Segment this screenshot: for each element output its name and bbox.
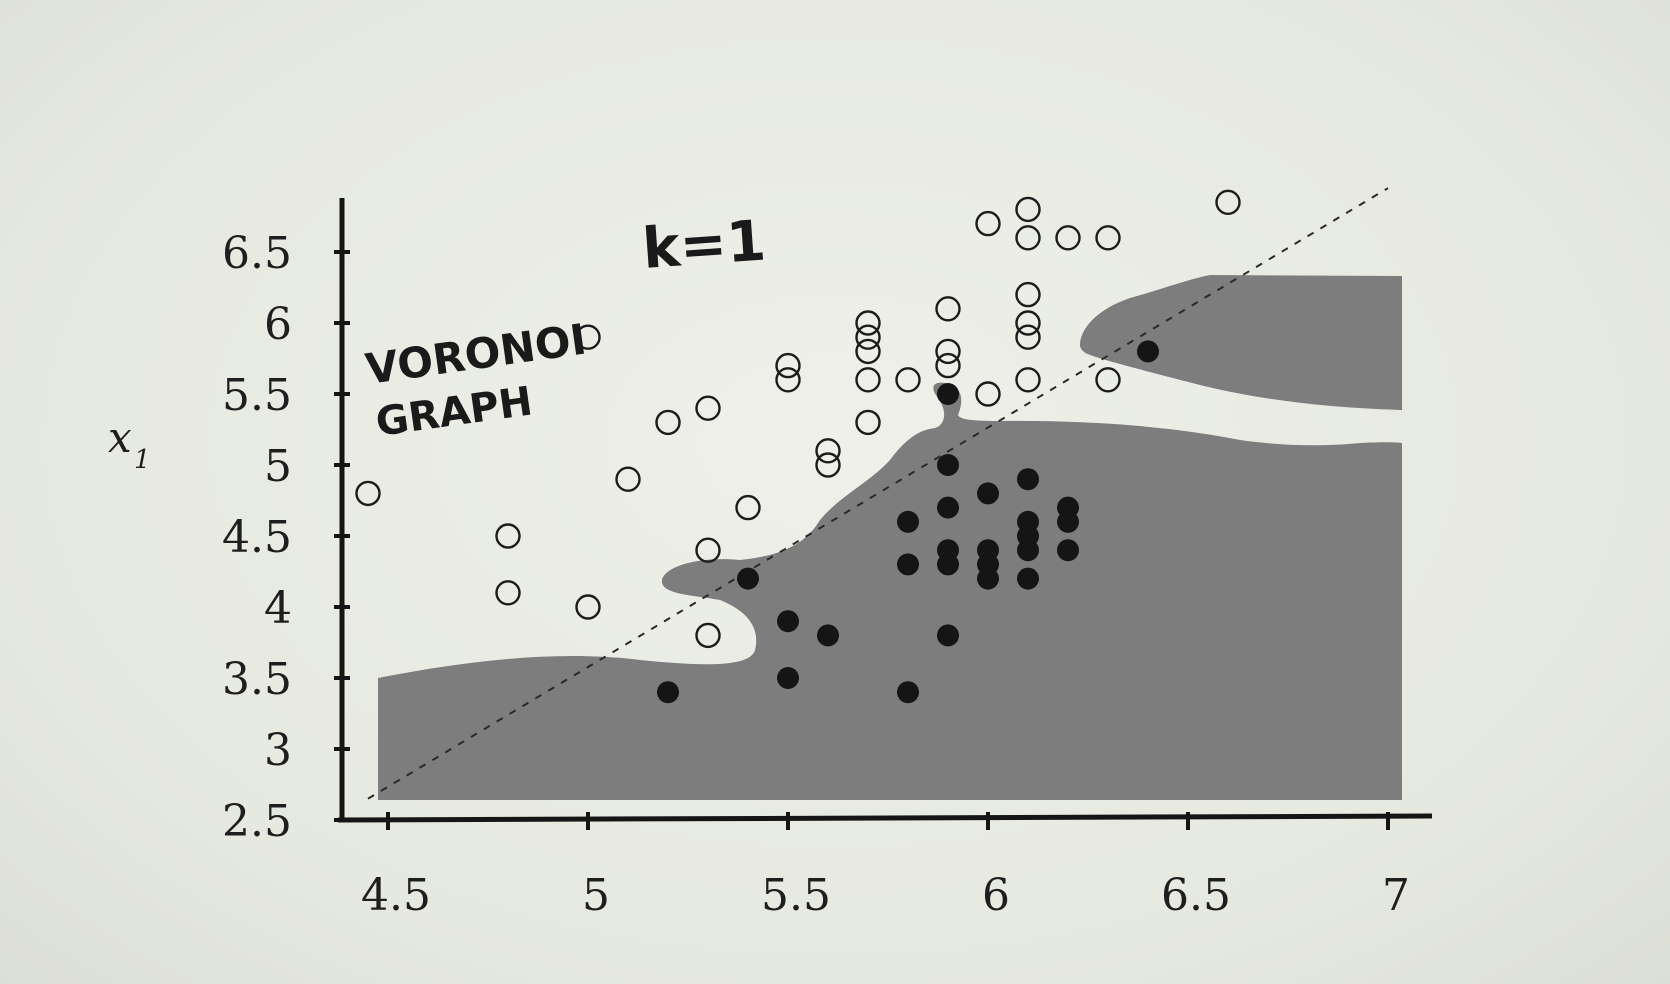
diagonal-reference-line	[367, 187, 1389, 800]
annotation-k-equals-1: k=1	[640, 209, 767, 282]
filled-data-point	[1137, 340, 1159, 363]
axes: 2.5 3 3.5 4 4.5 5 5.5 6 6.5 4.5 5 5.5 6 6.5 7	[222, 198, 1433, 921]
x-tick-label: 4.5	[361, 870, 431, 921]
y-tick-label: 4.5	[222, 512, 292, 563]
open-data-point	[815, 438, 841, 464]
open-data-point	[1015, 196, 1041, 223]
filled-data-point	[937, 383, 959, 405]
open-data-point	[1215, 189, 1241, 216]
open-data-point	[975, 210, 1001, 237]
x-tick-label: 6	[982, 870, 1010, 921]
filled-data-point	[737, 567, 759, 590]
open-circle-series	[355, 189, 1241, 649]
filled-data-point	[777, 610, 799, 633]
open-data-point	[695, 395, 721, 421]
y-tick-label: 3.5	[222, 654, 292, 705]
open-data-point	[1055, 225, 1081, 251]
filled-data-point	[937, 454, 959, 476]
filled-data-point	[937, 496, 959, 519]
filled-data-point	[937, 624, 959, 647]
y-tick-label: 5.5	[222, 370, 292, 421]
filled-circle-series	[657, 340, 1159, 704]
open-data-point	[615, 466, 641, 492]
open-data-point	[1015, 310, 1041, 336]
decision-region-upper-lobe	[1080, 275, 1402, 410]
open-data-point	[935, 338, 961, 365]
open-data-point	[695, 622, 721, 649]
filled-data-point	[657, 681, 679, 704]
x-tick-label: 7	[1382, 870, 1410, 921]
open-data-point	[855, 324, 881, 350]
open-data-point	[775, 367, 801, 393]
open-data-point	[495, 523, 521, 549]
open-data-point	[855, 367, 881, 393]
y-axis-label-subscript: 1	[134, 445, 151, 475]
filled-data-point	[1057, 539, 1079, 562]
filled-data-point	[977, 482, 999, 505]
filled-data-point	[777, 667, 799, 689]
filled-data-point	[897, 553, 919, 576]
x-tick-label: 6.5	[1161, 870, 1231, 921]
open-data-point	[655, 409, 681, 436]
y-tick-label: 6.5	[222, 228, 292, 279]
decision-region	[378, 275, 1402, 800]
filled-data-point	[937, 553, 959, 576]
open-data-point	[855, 310, 881, 336]
filled-data-point	[1057, 510, 1079, 533]
filled-data-point	[817, 624, 839, 647]
open-data-point	[1015, 281, 1041, 308]
filled-data-point	[1017, 468, 1039, 491]
y-tick-label: 4	[264, 583, 292, 634]
open-data-point	[1015, 225, 1041, 251]
filled-data-point	[897, 681, 919, 704]
filled-data-point	[1017, 539, 1039, 562]
open-data-point	[855, 338, 881, 365]
open-data-point	[1095, 225, 1121, 251]
y-axis-label: x	[108, 413, 132, 462]
open-data-point	[1015, 324, 1041, 350]
y-tick-label: 5	[264, 441, 292, 492]
x-tick-label: 5.5	[761, 870, 831, 921]
annotation-voronoi: VORONOI	[363, 314, 590, 393]
open-data-point	[575, 594, 601, 620]
open-data-point	[1095, 367, 1121, 393]
open-data-point	[935, 296, 961, 322]
x-axis-line	[337, 813, 1433, 823]
open-data-point	[495, 580, 521, 606]
open-data-point	[975, 381, 1001, 407]
filled-data-point	[1017, 567, 1039, 590]
open-data-point	[935, 352, 961, 379]
open-data-point	[1015, 367, 1041, 393]
decision-region-main	[378, 382, 1402, 800]
open-data-point	[575, 324, 601, 350]
y-tick-label: 2.5	[222, 796, 292, 847]
open-data-point	[855, 409, 881, 436]
x-axis-ticks: 4.5 5 5.5 6 6.5 7	[361, 812, 1410, 921]
x-tick-label: 5	[582, 870, 610, 921]
open-data-point	[695, 537, 721, 563]
open-data-point	[775, 352, 801, 379]
open-data-point	[895, 367, 921, 393]
y-tick-label: 6	[264, 299, 292, 350]
y-tick-label: 3	[264, 725, 292, 776]
filled-data-point	[897, 510, 919, 533]
filled-data-point	[977, 567, 999, 590]
open-data-point	[735, 494, 761, 521]
open-data-point	[355, 480, 381, 507]
open-data-point	[815, 452, 841, 478]
y-axis-ticks: 2.5 3 3.5 4 4.5 5 5.5 6 6.5	[222, 228, 350, 847]
